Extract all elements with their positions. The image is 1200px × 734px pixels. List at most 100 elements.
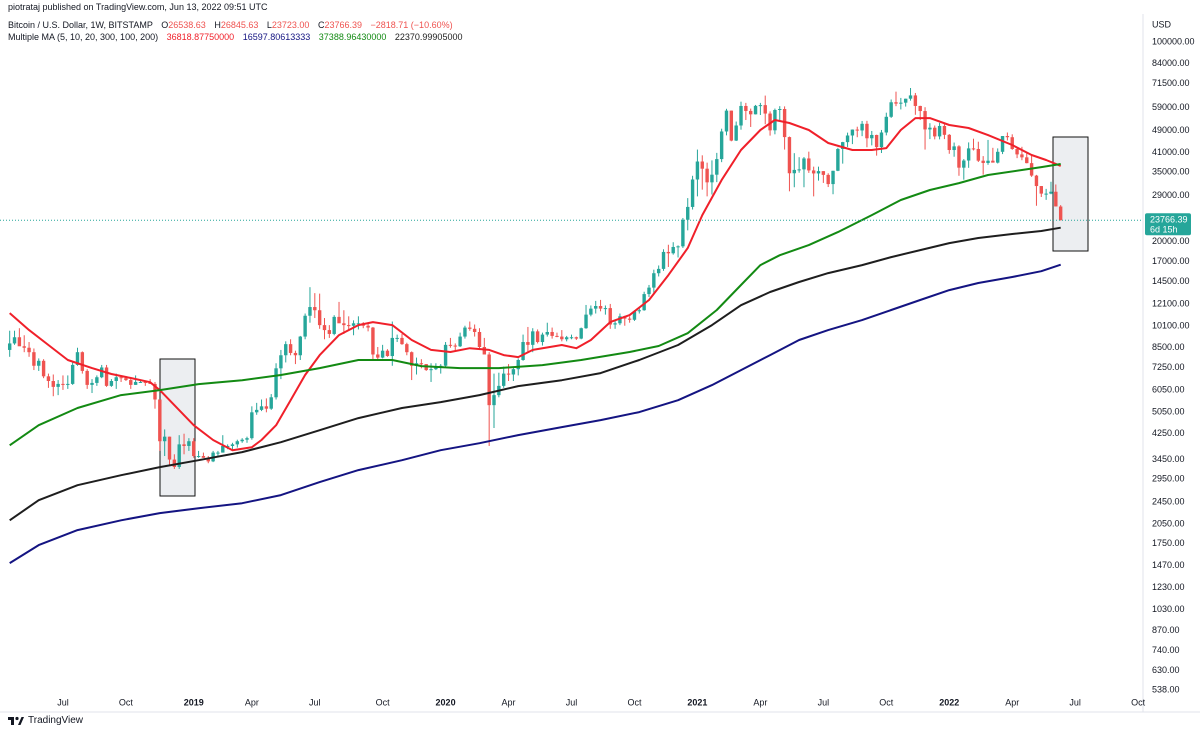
candle-body [647,287,651,295]
candle-body [695,161,700,180]
ohlc-letter: C [317,20,325,30]
candle-body [206,457,210,462]
candle-body [356,323,361,325]
candle-body [269,397,273,409]
candle-body [787,137,792,174]
candle-body [32,352,36,366]
candle-body [758,105,763,107]
candle-body [942,125,947,135]
candle-body [27,347,31,353]
candle-body [109,381,114,386]
candle-body [724,110,729,132]
price-label-box [1145,213,1191,236]
x-tick-label: Oct [119,697,134,707]
candle-body [579,328,583,339]
y-tick-label: 14500.00 [1152,276,1190,286]
candle-body [182,444,186,446]
x-tick-label: Oct [376,697,391,707]
highlight-box [159,358,196,497]
candle-body [322,325,327,331]
candle-body [962,160,966,168]
candle-body [80,352,85,371]
candle-body [274,368,278,398]
x-tick-label: Jul [1069,697,1081,707]
indicator-name: Multiple MA (5, 10, 20, 300, 100, 200) [8,32,159,42]
candle-body [463,327,467,337]
candle-body [259,406,264,410]
ma-value: 22370.99905000 [394,32,463,42]
candle-body [385,350,390,357]
candle-body [482,347,487,355]
y-tick-label: 1030.00 [1152,604,1185,614]
candle-body [41,360,46,377]
candle-body [114,377,118,382]
y-tick-label: 1750.00 [1152,538,1185,548]
y-tick-label: 17000.00 [1152,256,1190,266]
candle-body [221,445,225,453]
y-tick-label: 6050.00 [1152,384,1185,394]
ohlc-letter: O [161,20,169,30]
candle-body [516,359,520,370]
countdown-label: 6d 15h [1150,225,1178,235]
candle-body [555,335,559,337]
candle-body [700,161,704,169]
symbol-legend: Bitcoin / U.S. Dollar, 1W, BITSTAMP O265… [8,20,453,30]
footer: TradingView [8,715,83,726]
candle-body [981,160,985,163]
x-tick-label: Jul [309,697,321,707]
candle-body [850,129,855,136]
y-tick-label: 100000.00 [1152,36,1195,46]
candle-body [201,456,206,458]
candle-body [560,336,564,340]
candle-body [468,327,472,329]
candle-body [574,337,579,339]
candle-body [143,381,147,383]
candle-body [293,352,298,356]
candle-body [216,452,220,454]
candle-body [957,146,961,168]
y-tick-label: 20000.00 [1152,236,1190,246]
candle-body [162,436,167,442]
candle-body [477,331,482,348]
candle-body [952,146,956,151]
candle-body [1020,154,1024,158]
y-tick-label: 2450.00 [1152,496,1185,506]
y-tick-label: 29000.00 [1152,190,1190,200]
candle-body [637,310,642,312]
y-tick-label: 870.00 [1152,625,1180,635]
candle-body [797,169,801,171]
candle-body [618,316,622,324]
candle-body [613,323,617,325]
candle-body [908,95,913,99]
y-tick-label: 84000.00 [1152,58,1190,68]
candle-body [429,369,433,371]
candle-body [405,344,409,353]
candle-body [351,323,356,326]
candle-body [12,337,17,344]
x-tick-label: Apr [245,697,259,707]
y-tick-label: 35000.00 [1152,167,1190,177]
candle-body [681,219,685,247]
candle-body [550,331,554,336]
candle-body [1000,136,1005,152]
candle-body [46,376,51,382]
candle-body [371,327,375,355]
candle-body [492,395,496,406]
candle-body [1039,186,1043,194]
x-tick-label: Jul [566,697,578,707]
candle-body [390,337,395,357]
candle-body [937,125,942,137]
candle-body [564,337,569,340]
y-tick-label: 7250.00 [1152,362,1185,372]
candle-body [187,441,191,446]
candle-body [884,116,889,133]
y-tick-label: 2950.00 [1152,473,1185,483]
x-tick-label: Oct [879,697,894,707]
moving-average-line [9,263,1062,564]
candle-body [17,337,22,347]
candle-body [540,334,545,343]
candle-body [85,370,89,385]
candle-body [986,160,990,163]
candle-body [506,373,511,375]
